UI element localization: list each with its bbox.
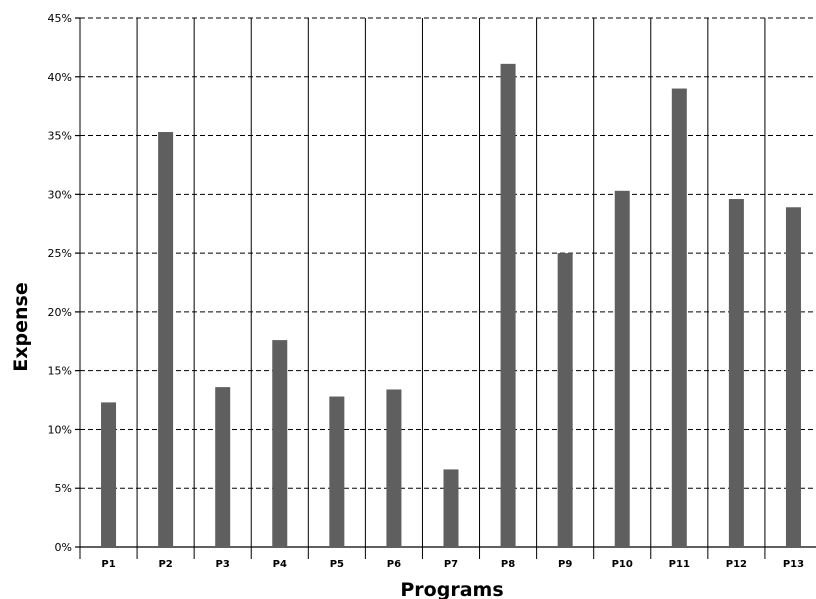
x-tick-label: P13: [783, 559, 804, 570]
bar-p5: [329, 396, 345, 547]
x-tick-label: P1: [101, 559, 115, 570]
bar-p9: [557, 253, 573, 547]
bar-p12: [728, 199, 744, 547]
bar-p2: [158, 132, 174, 548]
x-axis-title: Programs: [400, 579, 503, 599]
y-tick-label: 5%: [55, 482, 72, 495]
y-tick-label: 15%: [48, 365, 72, 378]
y-tick-label: 0%: [55, 541, 72, 554]
x-tick-label: P2: [158, 559, 172, 570]
y-tick-label: 25%: [48, 247, 72, 260]
bar-p4: [272, 340, 288, 547]
y-tick-label: 30%: [48, 188, 72, 201]
x-tick-label: P12: [726, 559, 747, 570]
y-axis-title: Expense: [10, 282, 32, 371]
bar-p6: [386, 389, 402, 547]
x-tick-label: P10: [612, 559, 633, 570]
bar-p3: [215, 387, 231, 547]
gridlines: [79, 17, 816, 559]
x-tick-label: P9: [558, 559, 572, 570]
bar-p13: [785, 207, 801, 547]
x-tick-label: P11: [669, 559, 690, 570]
bar-p8: [500, 63, 516, 547]
x-tick-label: P5: [330, 559, 344, 570]
y-tick-label: 40%: [48, 71, 72, 84]
x-tick-label: P4: [273, 559, 287, 570]
y-tick-label: 35%: [48, 130, 72, 143]
y-tick-label: 45%: [48, 12, 72, 25]
y-tick-label: 10%: [48, 423, 72, 436]
bar-p11: [671, 88, 687, 548]
bar-p7: [443, 469, 459, 547]
bar-p10: [614, 190, 630, 547]
x-tick-label: P7: [444, 559, 458, 570]
bars: [101, 63, 801, 548]
y-tick-label: 20%: [48, 306, 72, 319]
bar-p1: [101, 402, 117, 547]
x-tick-label: P8: [501, 559, 515, 570]
x-tick-label: P3: [216, 559, 230, 570]
x-axis-ticks: P1 P2 P3 P4 P5 P6 P7 P8 P9 P10 P11 P12 P13: [101, 559, 804, 570]
y-axis-ticks: 0% 5% 10% 15% 20% 25% 30% 35% 40% 45%: [48, 12, 80, 554]
x-tick-label: P6: [387, 559, 401, 570]
